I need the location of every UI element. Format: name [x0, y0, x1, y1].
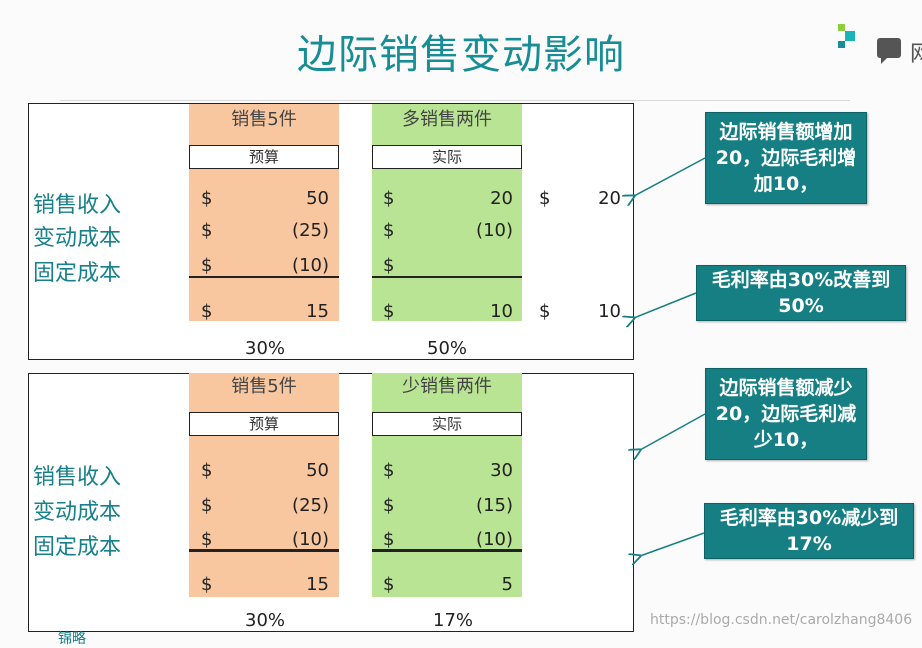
- label-variable-cost: 变动成本: [33, 500, 122, 525]
- currency-sign: $: [201, 301, 213, 322]
- currency-sign: $: [383, 301, 395, 322]
- budget-margin-value: 15: [306, 301, 329, 322]
- actual-margin-rate: 17%: [433, 610, 474, 631]
- arrow: [634, 292, 697, 318]
- page-title: 边际销售变动影响: [297, 32, 625, 78]
- budget-margin-value: 15: [306, 574, 329, 595]
- budget-header: 销售5件: [189, 373, 339, 401]
- callout-sales-increase: 边际销售额增加20，边际毛利增加10，: [705, 112, 867, 204]
- arrow: [634, 157, 706, 196]
- budget-margin-rate: 30%: [245, 610, 286, 631]
- actual-box: 实际: [372, 145, 522, 169]
- currency-sign: $: [201, 529, 213, 550]
- budget-fixed-cost: (10): [292, 529, 329, 550]
- arrow: [640, 532, 705, 556]
- label-fixed-cost: 固定成本: [33, 261, 122, 286]
- currency-sign: $: [383, 220, 395, 241]
- currency-sign: $: [201, 188, 213, 209]
- currency-sign: $: [201, 255, 213, 276]
- actual-fixed-cost: (10): [476, 529, 513, 550]
- currency-sign: $: [201, 460, 213, 481]
- panel-increase: 销售5件 多销售两件 预算 实际 销售收入 变动成本 固定成本 $ $ $ $ …: [28, 103, 634, 360]
- actual-header: 多销售两件: [372, 106, 522, 134]
- actual-revenue: 30: [490, 460, 513, 481]
- currency-sign: $: [383, 529, 395, 550]
- watermark: https://blog.csdn.net/carolzhang8406: [650, 612, 913, 628]
- budget-variable-cost: (25): [292, 495, 329, 516]
- sum-line: [189, 276, 339, 278]
- callout-margin-improve: 毛利率由30%改善到50%: [696, 265, 906, 321]
- budget-box: 预算: [189, 412, 339, 436]
- budget-revenue: 50: [306, 188, 329, 209]
- budget-margin-rate: 30%: [245, 338, 286, 359]
- actual-margin-value: 5: [501, 574, 513, 595]
- budget-column: [189, 374, 339, 597]
- label-revenue: 销售收入: [33, 193, 122, 218]
- currency-sign: $: [201, 495, 213, 516]
- actual-margin-value: 10: [490, 301, 513, 322]
- budget-variable-cost: (25): [292, 220, 329, 241]
- label-fixed-cost: 固定成本: [33, 535, 122, 560]
- currency-sign: $: [383, 495, 395, 516]
- sum-line: [189, 549, 339, 552]
- panel-decrease: 销售5件 少销售两件 预算 实际 销售收入 变动成本 固定成本 $ $ $ $ …: [28, 373, 634, 632]
- arrow: [640, 413, 706, 450]
- actual-box: 实际: [372, 412, 522, 436]
- currency-sign: $: [383, 255, 395, 276]
- currency-sign: $: [383, 460, 395, 481]
- comment-icon[interactable]: [877, 38, 901, 64]
- budget-header: 销售5件: [189, 106, 339, 134]
- budget-column: [189, 104, 339, 321]
- actual-variable-cost: (15): [476, 495, 513, 516]
- title-divider: [60, 100, 850, 101]
- diff-margin: 10: [598, 301, 621, 322]
- callout-sales-decrease: 边际销售额减少20，边际毛利减少10，: [705, 368, 867, 460]
- actual-variable-cost: (10): [476, 220, 513, 241]
- budget-box: 预算: [189, 145, 339, 169]
- bottom-logo: 锦略: [58, 631, 86, 647]
- actual-column: [372, 104, 522, 321]
- currency-sign: $: [201, 574, 213, 595]
- sum-line: [372, 276, 522, 278]
- callout-margin-decrease: 毛利率由30%减少到17%: [704, 503, 914, 559]
- actual-revenue: 20: [490, 188, 513, 209]
- label-variable-cost: 变动成本: [33, 226, 122, 251]
- label-revenue: 销售收入: [33, 465, 122, 490]
- actual-column: [372, 374, 522, 597]
- currency-sign: $: [383, 188, 395, 209]
- budget-fixed-cost: (10): [292, 255, 329, 276]
- budget-revenue: 50: [306, 460, 329, 481]
- currency-sign: $: [383, 574, 395, 595]
- sum-line: [372, 549, 522, 552]
- currency-sign: $: [539, 188, 551, 209]
- currency-sign: $: [539, 301, 551, 322]
- corner-text: 网: [910, 42, 922, 67]
- diff-revenue: 20: [598, 188, 621, 209]
- actual-margin-rate: 50%: [427, 338, 468, 359]
- currency-sign: $: [201, 220, 213, 241]
- actual-header: 少销售两件: [372, 373, 522, 401]
